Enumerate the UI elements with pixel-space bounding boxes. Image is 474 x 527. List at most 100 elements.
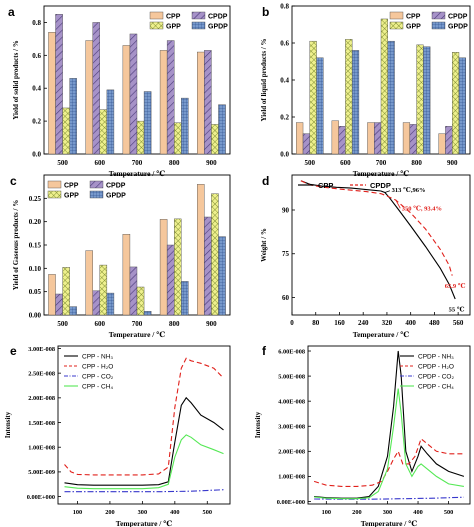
legend-label: GPDP [448, 24, 468, 31]
series-line [314, 496, 464, 500]
y-tick-label: 0.6 [280, 40, 289, 48]
bar-cpdp [204, 216, 212, 316]
legend-label: GPP [406, 24, 421, 31]
legend-swatch [389, 11, 404, 20]
plot-frame [307, 345, 471, 505]
bar-cpp [296, 122, 304, 155]
y-tick-label: 1.50E-008 [28, 420, 55, 427]
bar-gpdp [316, 57, 324, 155]
x-tick-label: 400 [413, 509, 422, 516]
y-tick-label: 0.05 [29, 288, 42, 296]
x-tick-label: 700 [376, 159, 387, 167]
legend-label: CPDP [448, 14, 468, 21]
bar-gpp [62, 267, 70, 316]
y-tick-label: 90 [282, 206, 290, 214]
x-tick-label: 200 [352, 509, 361, 516]
bar-cpp [159, 219, 168, 316]
x-axis-title: Temperature / ℃ [361, 519, 417, 527]
legend-label: CPDP [370, 181, 391, 190]
x-tick-label: 900 [206, 159, 217, 167]
x-tick-label: 200 [105, 509, 114, 516]
series-line [64, 396, 224, 486]
legend-label: CPP - CH₄ [82, 384, 113, 391]
bar-cpp [438, 133, 446, 155]
x-axis-title: Temperature / ℃ [353, 330, 409, 339]
annotation-pointer [395, 199, 401, 209]
legend-swatch [191, 21, 206, 30]
y-tick-label: 4.00E-008 [278, 398, 305, 405]
bar-cpdp [302, 133, 311, 155]
legend-label: CPP - CO₂ [82, 374, 114, 381]
x-tick-label: 320 [382, 319, 393, 327]
bar-gpp [173, 122, 182, 155]
bar-gpdp [69, 78, 77, 155]
y-tick-label: 0.4 [280, 77, 289, 85]
series-line [64, 489, 224, 493]
bar-gpdp [143, 91, 152, 155]
legend-label: CPP [64, 183, 79, 190]
chart-panel-d: d Temperature / ℃ Weight / % 0 80 160 240 320 40… [260, 174, 471, 339]
x-tick-label: 800 [411, 159, 422, 167]
y-tick-label: 0.4 [32, 85, 41, 93]
chart-panel-e: e Temperature / ℃ Intensity 100 200 300 400 500… [4, 344, 231, 527]
legend-label: CPDP [208, 14, 228, 21]
plot-frame [291, 174, 471, 316]
y-tick-label: 0.20 [29, 218, 42, 226]
bar-gpp [62, 107, 70, 155]
x-axis-title: Temperature / ℃ [109, 169, 165, 178]
legend-swatch [89, 180, 104, 189]
legend-label: GPP [64, 193, 79, 200]
bar-gpdp [423, 46, 431, 155]
x-tick-label: 500 [305, 159, 316, 167]
x-tick-label: 700 [132, 320, 143, 328]
y-tick-label: 5.00E-008 [278, 373, 305, 380]
bar-cpp [159, 50, 168, 155]
panel-label: c [10, 174, 17, 188]
legend-label: CPDP - H₂O [418, 364, 454, 371]
bar-cpp [48, 32, 56, 155]
y-tick-label: 2.00E-008 [278, 449, 305, 456]
legend-swatch [89, 190, 104, 199]
legend-swatch [47, 190, 62, 199]
panel-label: f [262, 344, 267, 358]
bar-gpp [416, 44, 424, 155]
y-tick-label: 0.8 [32, 19, 41, 27]
y-tick-label: 3.00E-008 [278, 424, 305, 431]
series-line [300, 180, 456, 300]
bar-cpdp [374, 122, 382, 155]
x-tick-label: 900 [206, 320, 217, 328]
bar-cpdp [166, 244, 175, 316]
bar-gpp [173, 218, 182, 316]
panel-label: b [262, 5, 269, 19]
y-tick-label: 60 [282, 294, 290, 302]
bar-gpp [136, 286, 145, 316]
bar-cpp [48, 274, 56, 316]
bar-cpdp [55, 14, 63, 155]
bar-gpdp [351, 50, 360, 155]
y-axis-title: Intensity [4, 411, 12, 438]
y-axis-title: Intensity [254, 411, 262, 438]
chart-panel-a: a Temperature / ℃ Yield of solid products … [8, 5, 231, 178]
bar-cpp [197, 51, 205, 155]
bar-gpdp [181, 97, 189, 155]
series-line [314, 388, 464, 500]
y-tick-label: 0.10 [29, 265, 42, 273]
x-tick-label: 500 [203, 509, 212, 516]
legend-label: CPP - NH₃ [82, 354, 113, 361]
bar-gpp [136, 120, 145, 155]
legend-swatch [389, 21, 404, 30]
x-tick-label: 600 [95, 159, 106, 167]
plot-frame [57, 345, 231, 505]
y-axis-title: Yield of liquid products / % [260, 38, 268, 121]
bar-gpdp [218, 236, 226, 316]
x-tick-label: 0 [290, 319, 294, 327]
y-axis-title: Weight / % [260, 228, 268, 262]
legend-label: CPDP - CO₂ [418, 374, 454, 381]
legend-swatch [431, 21, 446, 30]
chart-panel-f: f Temperature / ℃ Intensity 100 200 300 400 500… [254, 344, 471, 527]
bar-cpp [85, 40, 93, 155]
panel-label: e [10, 344, 17, 358]
bar-cpp [122, 45, 131, 155]
legend-swatch [47, 180, 62, 189]
y-tick-label: 0.25 [29, 195, 42, 203]
